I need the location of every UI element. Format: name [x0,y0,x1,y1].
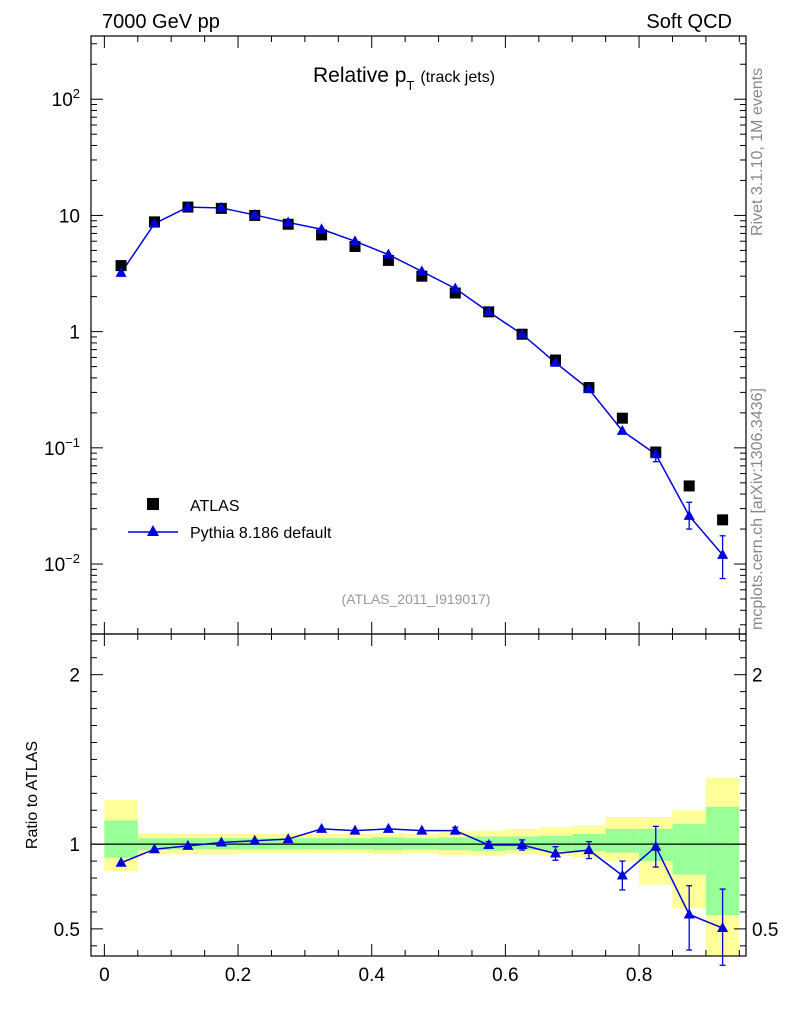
ratio-pythia-point [550,847,562,858]
legend-atlas-label: ATLAS [190,498,240,515]
main-axis-ticks [91,36,746,634]
legend-atlas-marker [147,498,159,510]
pythia-point [349,235,361,246]
atlas-point [382,254,394,266]
ratio-y-tick-1: 1 [69,835,80,856]
ratio-y-tick-2: 2 [69,666,80,687]
side-label-mcplots: mcplots.cern.ch [arXiv:1306.3436] [749,388,766,630]
atlas-point [316,229,328,241]
header-right: Soft QCD [646,11,732,33]
pythia-point [616,424,628,435]
atlas-point [449,287,461,299]
pythia-point [148,217,160,228]
pythia-point [516,328,528,339]
uncertainty-band-green [605,828,640,853]
pythia-point [717,548,729,559]
pythia-point [249,208,261,219]
ratio-pythia-point [349,824,361,835]
x-tick-label-0.2: 0.2 [225,965,251,986]
ratio-pythia-point [382,822,394,833]
analysis-id: (ATLAS_2011_I919017) [342,591,491,607]
ratio-pythia-point [650,840,662,851]
ratio-y-tick-right-0.5: 0.5 [752,920,778,941]
x-tick-label-0.6: 0.6 [492,965,518,986]
main-y-tick-labels: 102 10 1 10−1 10−2 [44,86,80,576]
atlas-point [416,270,428,282]
ratio-pythia-point [583,844,595,855]
pythia-point [316,223,328,234]
ratio-data [115,822,729,966]
x-tick-label-0: 0 [99,965,110,986]
y-tick-label-1: 1 [69,323,80,344]
y-tick-label-100: 102 [52,86,80,111]
ratio-y-tick-0.5: 0.5 [54,920,80,941]
pythia-point [583,383,595,394]
ratio-pythia-point [483,838,495,849]
legend-pythia-marker [147,525,159,536]
pythia-point [683,509,695,520]
pythia-point [282,216,294,227]
main-frame [90,35,747,635]
ratio-pythia-point [215,836,227,847]
y-tick-label-0.01: 10−2 [44,551,80,576]
uncertainty-band-green [672,823,706,875]
atlas-point [616,412,628,424]
x-tick-label-0.4: 0.4 [359,965,386,986]
ratio-pythia-point [182,839,194,850]
y-tick-label-10: 10 [59,206,80,227]
x-tick-label-0.8: 0.8 [626,965,652,986]
y-tick-label-0.1: 10−1 [44,435,80,460]
uncertainty-band-green [538,835,573,851]
ratio-y-tick-labels: 0.5 1 2 0.5 2 [54,666,779,941]
ratio-pythia-point [282,833,294,844]
pythia-point [182,201,194,212]
ratio-y-axis-label: Ratio to ATLAS [24,741,41,849]
ratio-pythia-point [115,856,127,867]
ratio-y-tick-right-2: 2 [752,666,763,687]
legend: ATLAS Pythia 8.186 default [128,498,332,542]
ratio-axis-ticks [91,634,746,956]
legend-pythia-label: Pythia 8.186 default [190,525,332,542]
ratio-pythia-point [516,838,528,849]
atlas-point [115,260,127,272]
pythia-point [215,201,227,212]
ratio-pythia-point [249,834,261,845]
ratio-pythia-point [148,843,160,854]
pythia-point [550,356,562,367]
ratio-bands [104,778,740,956]
pythia-point [382,248,394,259]
ratio-panel: 0.5 1 2 0.5 2 0 0.2 0.4 0.6 0.8 Ratio to… [24,633,779,986]
header-left: 7000 GeV pp [102,11,220,33]
pythia-point [416,265,428,276]
atlas-point [683,480,695,492]
ratio-pythia-point [616,869,628,880]
atlas-point [349,241,361,253]
atlas-point [717,514,729,526]
pythia-point [449,282,461,293]
main-title: Relative pT (track jets) [313,64,495,93]
main-data [115,201,729,580]
ratio-pythia-point [717,922,729,933]
pythia-point [483,305,495,316]
pythia-point [650,448,662,459]
ratio-frame [90,633,747,957]
ratio-pythia-point [683,908,695,919]
pythia-point [115,266,127,277]
ratio-pythia-point [316,822,328,833]
main-panel: 102 10 1 10−1 10−2 Relative pT (track jet… [44,35,747,635]
ratio-pythia-point [416,824,428,835]
side-label-rivet: Rivet 3.1.10, 1M events [749,68,766,236]
uncertainty-band-green [104,820,138,858]
x-tick-labels: 0 0.2 0.4 0.6 0.8 [99,965,652,986]
ratio-pythia-point [449,824,461,835]
